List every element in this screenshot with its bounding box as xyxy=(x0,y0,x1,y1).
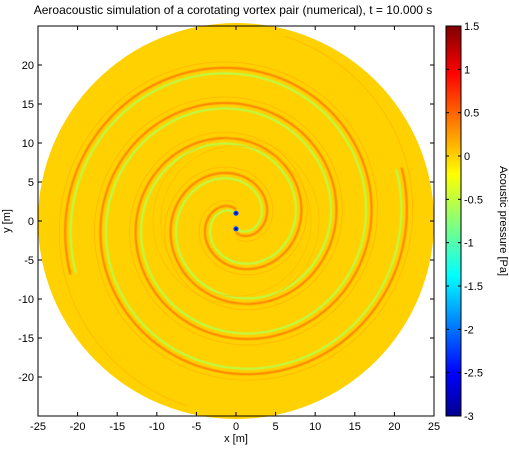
y-tick-label: 20 xyxy=(22,60,34,72)
colorbar-tick-label: 1.5 xyxy=(464,21,479,33)
x-tick-label: 20 xyxy=(388,421,400,433)
spiral-arm-ring xyxy=(94,35,414,381)
colorbar-tick-label: -3 xyxy=(464,411,474,423)
plot-area: -25 -20 -15 -10 -5 0 5 10 15 20 25 -20 -15 -10 -5 0 5 10… xyxy=(18,23,440,433)
x-axis-label: x [m] xyxy=(224,433,248,445)
x-tick-label: -20 xyxy=(70,421,86,433)
y-tick-label: 10 xyxy=(22,138,34,150)
spiral-arm-positive xyxy=(64,66,373,341)
faint-wave-ring xyxy=(160,145,312,297)
y-axis-label: y [m] xyxy=(1,209,13,233)
spiral-arm-negative xyxy=(104,107,403,370)
x-tick-label: -10 xyxy=(149,421,165,433)
vortex-cores xyxy=(233,210,239,232)
y-tick-label: 0 xyxy=(28,216,34,228)
y-tick-label: 5 xyxy=(28,177,34,189)
colorbar-label: Acoustic pressure [Pa] xyxy=(497,166,509,276)
colorbar-ticks: 1.5 1 0.5 0 -0.5 -1 -1.5 -2 -2.5 -3 xyxy=(446,21,483,423)
y-tick-label: -15 xyxy=(18,333,34,345)
faint-wave-ring xyxy=(152,137,320,305)
x-tick-label: -25 xyxy=(30,421,46,433)
spiral-arm-ring xyxy=(58,61,378,407)
x-tick-label: 15 xyxy=(349,421,361,433)
y-tick-label: -20 xyxy=(18,372,34,384)
x-tick-label: 0 xyxy=(233,421,239,433)
colorbar-tick-label: 0.5 xyxy=(464,108,479,120)
y-tick-label: -5 xyxy=(24,255,34,267)
y-ticks: -20 -15 -10 -5 0 5 10 15 20 xyxy=(18,60,434,384)
colorbar-tick-label: -1.5 xyxy=(464,281,483,293)
colorbar-tick-label: 1 xyxy=(464,64,470,76)
x-tick-label: 10 xyxy=(309,421,321,433)
acoustic-wave-field xyxy=(58,35,414,407)
colorbar-tick-label: 0 xyxy=(464,151,470,163)
colorbar-gradient xyxy=(445,25,462,417)
spiral-arm-positive xyxy=(99,101,408,376)
x-tick-label: 5 xyxy=(273,421,279,433)
vortex-core-center xyxy=(234,212,238,215)
x-tick-label: -15 xyxy=(109,421,125,433)
x-tick-label: 25 xyxy=(428,421,440,433)
x-ticks: -25 -20 -15 -10 -5 0 5 10 15 20 25 xyxy=(30,26,440,433)
colorbar: 1.5 1 0.5 0 -0.5 -1 -1.5 -2 -2.5 -3 Acoustic pres… xyxy=(445,21,509,423)
vortex-core-center xyxy=(234,227,238,230)
colorbar-tick-label: -2 xyxy=(464,324,474,336)
colorbar-tick-label: -0.5 xyxy=(464,194,483,206)
colorbar-tick-label: -2.5 xyxy=(464,368,483,380)
y-tick-label: -10 xyxy=(18,294,34,306)
x-tick-label: -5 xyxy=(192,421,202,433)
simulation-domain xyxy=(38,23,434,419)
spiral-arm-negative xyxy=(69,72,368,335)
y-tick-label: 15 xyxy=(22,99,34,111)
chart-title: Aeroacoustic simulation of a corotating … xyxy=(34,3,433,17)
colorbar-tick-label: -1 xyxy=(464,238,474,250)
